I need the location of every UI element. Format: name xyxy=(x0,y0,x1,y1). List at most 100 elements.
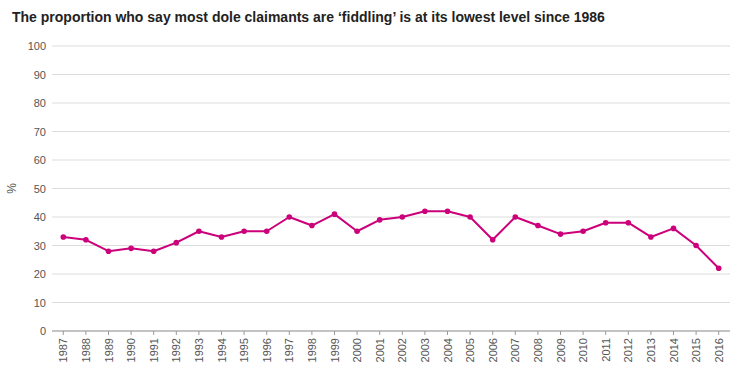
tick-label: 50 xyxy=(34,183,46,195)
point xyxy=(648,234,654,240)
tick-label: 1989 xyxy=(103,338,115,362)
tick-label: 2012 xyxy=(622,338,634,362)
point xyxy=(287,214,293,220)
tick-label: 2008 xyxy=(532,338,544,362)
tick xyxy=(696,331,697,335)
grid-line xyxy=(52,46,730,47)
tick xyxy=(583,331,584,335)
point xyxy=(196,228,202,234)
point xyxy=(626,220,632,226)
tick-label: 1999 xyxy=(329,338,341,362)
point xyxy=(716,266,722,272)
title: The proportion who say most dole claiman… xyxy=(12,9,605,25)
tick-label: 2004 xyxy=(442,338,454,362)
y-axis: 0102030405060708090100 xyxy=(28,40,730,337)
tick-label: 2007 xyxy=(509,338,521,362)
grid-line xyxy=(52,217,730,218)
grid-line xyxy=(52,274,730,275)
tick-label: 1992 xyxy=(170,338,182,362)
series xyxy=(61,209,722,272)
chart: The proportion who say most dole claiman… xyxy=(0,0,744,373)
point xyxy=(219,234,225,240)
tick xyxy=(108,331,109,335)
tick-label: 2016 xyxy=(713,338,725,362)
tick-label: 30 xyxy=(34,240,46,252)
point xyxy=(422,209,428,215)
tick xyxy=(515,331,516,335)
tick-label: 90 xyxy=(34,69,46,81)
tick-label: 60 xyxy=(34,154,46,166)
tick-label: 20 xyxy=(34,268,46,280)
point xyxy=(128,246,134,252)
tick xyxy=(379,331,380,335)
point xyxy=(106,248,112,254)
tick xyxy=(311,331,312,335)
axis-label: % xyxy=(5,183,19,194)
tick-label: 1995 xyxy=(238,338,250,362)
tick-label: 2006 xyxy=(487,338,499,362)
tick-label: 2015 xyxy=(690,338,702,362)
point xyxy=(151,248,157,254)
point xyxy=(332,211,338,217)
tick-label: 1994 xyxy=(216,338,228,362)
point xyxy=(400,214,406,220)
tick-label: 2013 xyxy=(645,338,657,362)
point xyxy=(174,240,180,246)
tick-label: 2011 xyxy=(600,338,612,362)
tick-label: 80 xyxy=(34,97,46,109)
tick-label: 1991 xyxy=(148,338,160,362)
tick xyxy=(266,331,267,335)
tick xyxy=(85,331,86,335)
tick-label: 100 xyxy=(28,40,46,52)
tick-label: 1990 xyxy=(125,338,137,362)
tick-label: 1993 xyxy=(193,338,205,362)
tick xyxy=(63,331,64,335)
tick xyxy=(289,331,290,335)
grid-line xyxy=(52,245,730,246)
point xyxy=(558,231,564,237)
tick xyxy=(357,331,358,335)
tick xyxy=(402,331,403,335)
tick-label: 2010 xyxy=(577,338,589,362)
point xyxy=(490,237,496,243)
grid-line xyxy=(52,302,730,303)
grid-line xyxy=(52,160,730,161)
tick xyxy=(221,331,222,335)
tick xyxy=(131,331,132,335)
point xyxy=(671,226,677,232)
point xyxy=(513,214,519,220)
grid-line xyxy=(52,103,730,104)
tick-label: 2014 xyxy=(668,338,680,362)
tick xyxy=(447,331,448,335)
tick xyxy=(334,331,335,335)
tick-label: 2002 xyxy=(396,338,408,362)
point xyxy=(467,214,473,220)
tick xyxy=(424,331,425,335)
point xyxy=(580,228,586,234)
point xyxy=(264,228,270,234)
tick-label: 1997 xyxy=(283,338,295,362)
tick xyxy=(176,331,177,335)
tick-label: 1998 xyxy=(306,338,318,362)
tick-label: 2005 xyxy=(464,338,476,362)
tick-label: 2001 xyxy=(374,338,386,362)
grid-line xyxy=(52,131,730,132)
tick xyxy=(673,331,674,335)
point xyxy=(603,220,609,226)
tick-label: 40 xyxy=(34,211,46,223)
tick xyxy=(492,331,493,335)
grid-line xyxy=(52,188,730,189)
point xyxy=(693,243,699,249)
point xyxy=(377,217,383,223)
point xyxy=(309,223,315,229)
x-axis: 1987198819891990199119921993199419951996… xyxy=(52,331,730,362)
tick xyxy=(560,331,561,335)
tick xyxy=(605,331,606,335)
tick-label: 70 xyxy=(34,126,46,138)
tick xyxy=(628,331,629,335)
tick xyxy=(470,331,471,335)
grid-line xyxy=(52,74,730,75)
tick-label: 1987 xyxy=(57,338,69,362)
tick-label: 2009 xyxy=(555,338,567,362)
tick xyxy=(244,331,245,335)
